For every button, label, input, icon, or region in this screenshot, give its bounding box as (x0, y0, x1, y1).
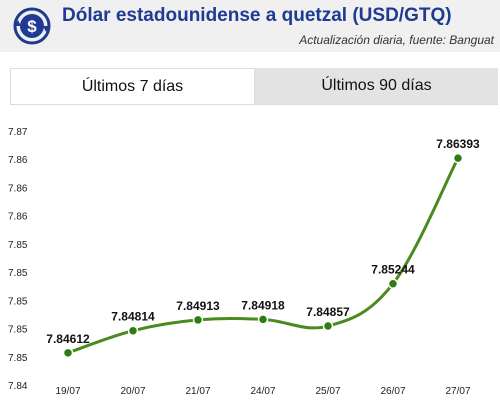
exchange-rate-chart: 7.84 7.85 7.85 7.85 7.85 7.85 7.86 7.86 7.86 7.87… (8, 127, 480, 397)
dollar-exchange-icon: $ (13, 7, 51, 45)
data-label: 7.84918 (241, 298, 285, 312)
data-point (322, 320, 334, 332)
y-tick-label: 7.86 (8, 212, 28, 223)
page-subtitle: Actualización diaria, fuente: Banguat (299, 33, 494, 47)
y-tick-label: 7.87 (8, 127, 28, 138)
data-label: 7.84612 (46, 332, 90, 346)
x-tick-label: 25/07 (315, 386, 340, 397)
data-label: 7.84857 (306, 305, 350, 319)
data-point (387, 278, 399, 289)
data-label: 7.84913 (176, 299, 220, 313)
header-bar: $ Dólar estadounidense a quetzal (USD/GT… (0, 0, 500, 52)
y-tick-label: 7.86 (8, 183, 28, 194)
y-tick-label: 7.85 (8, 353, 28, 364)
x-tick-label: 27/07 (445, 386, 470, 397)
x-tick-label: 26/07 (380, 386, 405, 397)
tab-last-7-days[interactable]: Últimos 7 días (10, 68, 255, 104)
y-tick-label: 7.85 (8, 268, 28, 279)
y-tick-label: 7.85 (8, 325, 28, 336)
y-tick-label: 7.85 (8, 296, 28, 307)
data-label: 7.86393 (436, 137, 480, 151)
data-point (62, 347, 74, 359)
tab-last-90-days[interactable]: Últimos 90 días (255, 68, 498, 104)
x-tick-label: 20/07 (120, 386, 145, 397)
data-label: 7.85244 (371, 263, 415, 277)
y-tick-label: 7.85 (8, 240, 28, 251)
period-tabs: Últimos 7 días Últimos 90 días (10, 68, 498, 104)
page-title: Dólar estadounidense a quetzal (USD/GTQ) (62, 5, 452, 26)
svg-text:$: $ (27, 17, 37, 36)
x-tick-label: 21/07 (185, 386, 210, 397)
data-point (192, 314, 204, 326)
data-label: 7.84814 (111, 310, 155, 324)
y-tick-label: 7.84 (8, 381, 28, 392)
x-tick-label: 24/07 (250, 386, 275, 397)
x-tick-label: 19/07 (55, 386, 80, 397)
data-point (127, 325, 139, 336)
data-point (452, 152, 464, 164)
data-point (257, 314, 269, 325)
y-tick-label: 7.86 (8, 155, 28, 166)
tabs-divider (10, 104, 498, 105)
